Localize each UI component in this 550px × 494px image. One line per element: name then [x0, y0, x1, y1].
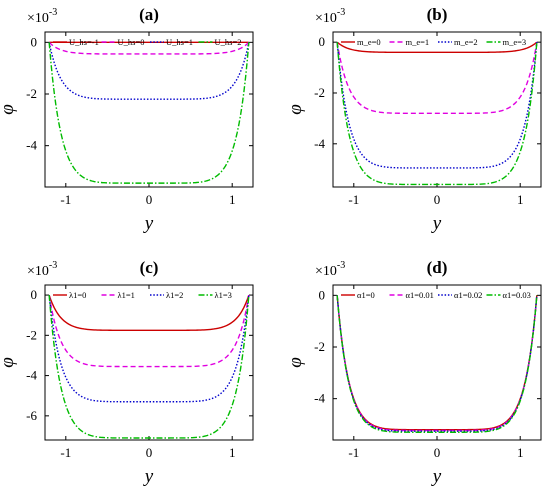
- x-tick-label: 0: [434, 192, 441, 207]
- series-line-1: [48, 41, 250, 55]
- plot-frame: [44, 31, 254, 188]
- legend-label-1: α1=0.01: [406, 290, 434, 300]
- y-axis-label: φ: [0, 357, 18, 368]
- y-axis-label: φ: [285, 104, 306, 115]
- x-tick-label: -1: [60, 192, 71, 207]
- x-tick-label: 1: [229, 192, 236, 207]
- legend-label-0: m_e=0: [357, 37, 381, 47]
- legend-label-2: λ1=2: [166, 290, 183, 300]
- series-line-3: [48, 42, 250, 184]
- y-tick-label: -4: [26, 138, 37, 153]
- legend-label-3: α1=0.03: [503, 290, 531, 300]
- series-line-1: [48, 294, 250, 368]
- x-tick-label: 1: [517, 192, 524, 207]
- x-axis-label: y: [143, 466, 154, 487]
- panel-title: (c): [140, 258, 159, 277]
- legend-label-1: m_e=1: [406, 37, 430, 47]
- plot-frame: [44, 284, 254, 441]
- x-tick-label: -1: [348, 445, 359, 460]
- legend-label-2: α1=0.02: [454, 290, 482, 300]
- legend-label-2: U_hs=1: [166, 37, 193, 47]
- series-line-2: [48, 42, 250, 100]
- series-line-2: [48, 294, 250, 403]
- axis-multiplier: ×10-3: [315, 7, 345, 26]
- series-line-1: [336, 42, 538, 115]
- series-line-3: [336, 42, 538, 186]
- legend-label-3: m_e=3: [503, 37, 527, 47]
- legend-label-1: U_hs=0: [118, 37, 145, 47]
- panel-title: (b): [427, 5, 448, 24]
- axis-multiplier: ×10-3: [27, 7, 57, 26]
- y-tick-label: 0: [31, 287, 38, 302]
- y-tick-label: -2: [314, 85, 325, 100]
- series-line-0: [336, 295, 538, 431]
- legend-label-2: m_e=2: [454, 37, 478, 47]
- y-tick-label: -2: [314, 339, 325, 354]
- legend-label-0: λ1=0: [69, 290, 86, 300]
- x-tick-label: 0: [434, 445, 441, 460]
- plot-frame: [332, 284, 542, 441]
- y-axis-label: φ: [0, 104, 18, 115]
- legend-label-3: λ1=3: [215, 290, 232, 300]
- series-line-0: [336, 41, 538, 54]
- panel-d: -1 0 1 0 -2 -4 y φ ×10-3 (d) α1=0 α1=0.01 α1=0.02 α1=…: [285, 258, 542, 487]
- x-tick-label: -1: [60, 445, 71, 460]
- series-line-0: [48, 294, 250, 331]
- series-line-1: [336, 295, 538, 432]
- y-tick-label: -4: [26, 368, 37, 383]
- panel-a: -1 0 1 0 -2 -4 y φ ×10-3 (a) U_hs=-1 U_hs=0 U_hs=1 U_…: [0, 5, 254, 234]
- series-line-3: [48, 295, 250, 439]
- y-tick-label: -2: [26, 327, 37, 342]
- y-axis-label: φ: [285, 357, 306, 368]
- x-tick-label: 0: [146, 192, 153, 207]
- legend-label-3: U_hs=2: [215, 37, 242, 47]
- panel-c: -1 0 1 0 -2 -4 -6 y φ ×10-3 (c) λ1=0 λ1=1 λ1=2 λ1=3: [0, 258, 254, 487]
- y-tick-label: 0: [319, 34, 326, 49]
- y-tick-label: -4: [314, 391, 325, 406]
- legend-label-0: U_hs=-1: [69, 37, 99, 47]
- y-tick-label: -4: [314, 136, 325, 151]
- y-tick-label: -6: [26, 408, 37, 423]
- y-tick-label: 0: [319, 287, 326, 302]
- series-line-2: [336, 42, 538, 169]
- plot-frame: [332, 31, 542, 188]
- x-axis-label: y: [431, 213, 442, 234]
- x-tick-label: 0: [146, 445, 153, 460]
- x-tick-label: 1: [229, 445, 236, 460]
- y-tick-label: -2: [26, 86, 37, 101]
- legend-label-1: λ1=1: [118, 290, 135, 300]
- x-axis-label: y: [143, 213, 154, 234]
- axis-multiplier: ×10-3: [315, 260, 345, 279]
- panel-title: (a): [139, 5, 159, 24]
- axis-multiplier: ×10-3: [27, 260, 57, 279]
- x-tick-label: -1: [348, 192, 359, 207]
- panel-b: -1 0 1 0 -2 -4 y φ ×10-3 (b) m_e=0 m_e=1 m_e=2 m_e=3: [285, 5, 542, 234]
- series-line-3: [336, 295, 538, 433]
- legend-label-0: α1=0: [357, 290, 375, 300]
- x-tick-label: 1: [517, 445, 524, 460]
- x-axis-label: y: [431, 466, 442, 487]
- panel-title: (d): [427, 258, 448, 277]
- y-tick-label: 0: [31, 34, 38, 49]
- series-line-2: [336, 295, 538, 432]
